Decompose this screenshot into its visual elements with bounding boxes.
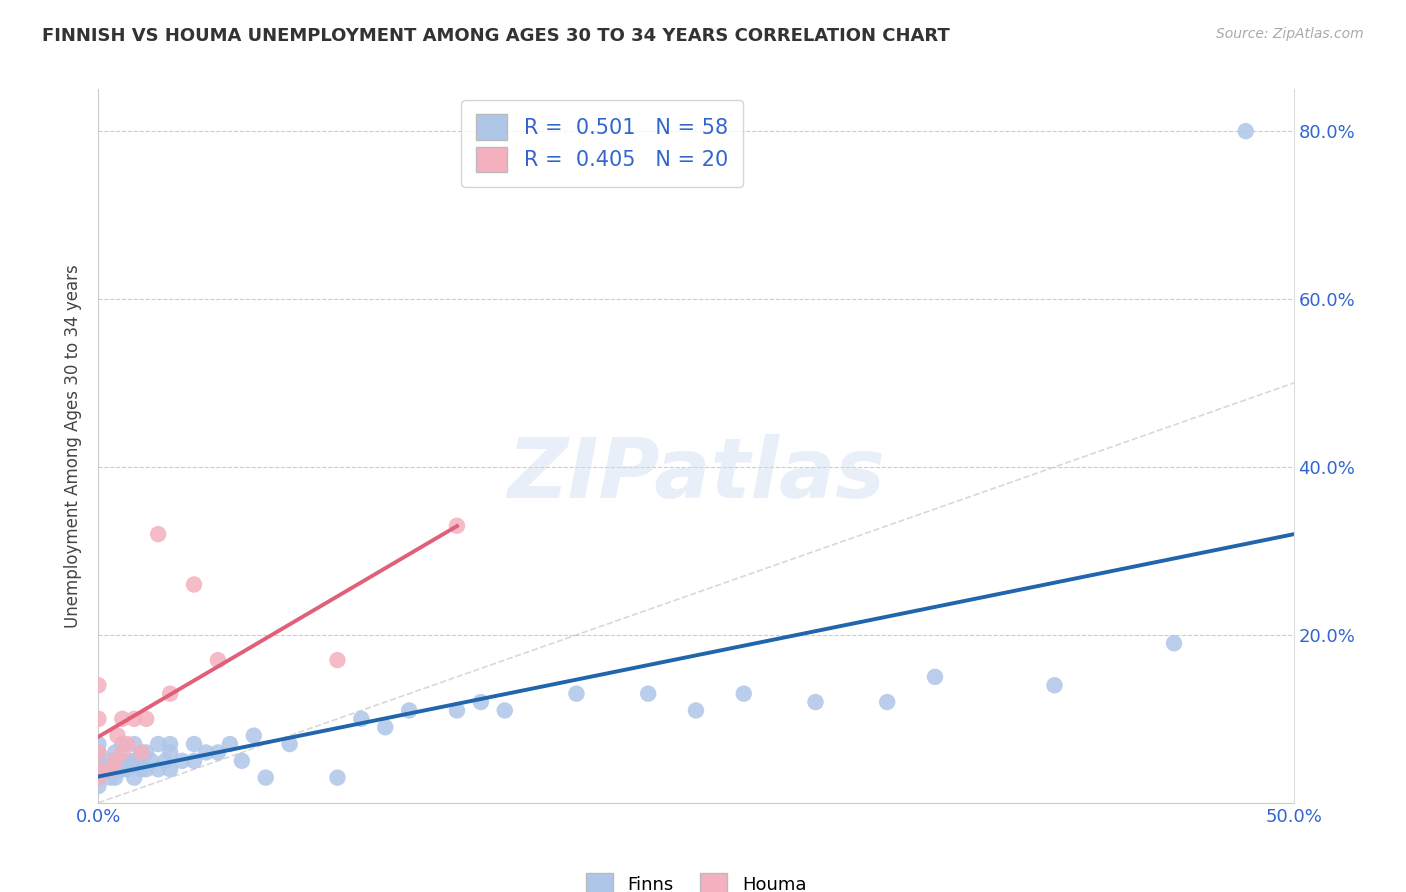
Text: Source: ZipAtlas.com: Source: ZipAtlas.com <box>1216 27 1364 41</box>
Point <box>87 771 110 785</box>
Point <box>131 746 153 760</box>
Point <box>183 737 205 751</box>
Y-axis label: Unemployment Among Ages 30 to 34 years: Unemployment Among Ages 30 to 34 years <box>65 264 83 628</box>
Point <box>685 703 707 717</box>
Point <box>87 678 110 692</box>
Point <box>87 779 110 793</box>
Point <box>1234 124 1257 138</box>
Point <box>207 746 229 760</box>
Point <box>207 653 229 667</box>
Point <box>98 771 122 785</box>
Point <box>148 527 170 541</box>
Point <box>87 762 110 776</box>
Point <box>446 703 468 717</box>
Point <box>124 754 146 768</box>
Point <box>107 729 129 743</box>
Point <box>87 754 110 768</box>
Point <box>87 771 110 785</box>
Point <box>172 754 194 768</box>
Text: FINNISH VS HOUMA UNEMPLOYMENT AMONG AGES 30 TO 34 YEARS CORRELATION CHART: FINNISH VS HOUMA UNEMPLOYMENT AMONG AGES… <box>42 27 950 45</box>
Point <box>111 746 134 760</box>
Point <box>494 703 516 717</box>
Point <box>124 712 146 726</box>
Point <box>374 720 396 734</box>
Point <box>733 687 755 701</box>
Point <box>1043 678 1066 692</box>
Point <box>159 746 181 760</box>
Point <box>131 746 153 760</box>
Point <box>148 737 170 751</box>
Point <box>87 746 110 760</box>
Point <box>87 737 110 751</box>
Point <box>111 712 134 726</box>
Point <box>98 762 122 776</box>
Point <box>139 754 162 768</box>
Point <box>159 687 181 701</box>
Point <box>148 762 170 776</box>
Point <box>278 737 301 751</box>
Point <box>155 754 177 768</box>
Point <box>804 695 827 709</box>
Point <box>565 687 588 701</box>
Point <box>115 737 138 751</box>
Point <box>470 695 492 709</box>
Point <box>1163 636 1185 650</box>
Point <box>104 762 127 776</box>
Point <box>87 762 110 776</box>
Point <box>876 695 898 709</box>
Point <box>124 737 146 751</box>
Point <box>446 518 468 533</box>
Point <box>219 737 242 751</box>
Point <box>111 754 134 768</box>
Point <box>183 577 205 591</box>
Point <box>326 771 349 785</box>
Point <box>111 762 134 776</box>
Point <box>254 771 277 785</box>
Point <box>326 653 349 667</box>
Point <box>98 754 122 768</box>
Text: ZIPatlas: ZIPatlas <box>508 434 884 515</box>
Point <box>104 771 127 785</box>
Point <box>159 737 181 751</box>
Legend: Finns, Houma: Finns, Houma <box>578 865 814 892</box>
Point <box>183 754 205 768</box>
Point <box>924 670 946 684</box>
Point <box>131 762 153 776</box>
Point <box>243 729 266 743</box>
Point <box>118 754 141 768</box>
Point <box>194 746 218 760</box>
Point <box>135 712 157 726</box>
Point <box>111 737 134 751</box>
Point <box>87 712 110 726</box>
Point <box>159 762 181 776</box>
Point <box>135 762 157 776</box>
Point <box>350 712 373 726</box>
Point <box>128 754 150 768</box>
Point <box>87 746 110 760</box>
Point <box>398 703 420 717</box>
Point <box>637 687 659 701</box>
Point <box>115 762 138 776</box>
Point <box>104 754 127 768</box>
Point <box>135 746 157 760</box>
Point <box>231 754 253 768</box>
Point <box>124 771 146 785</box>
Point <box>104 746 127 760</box>
